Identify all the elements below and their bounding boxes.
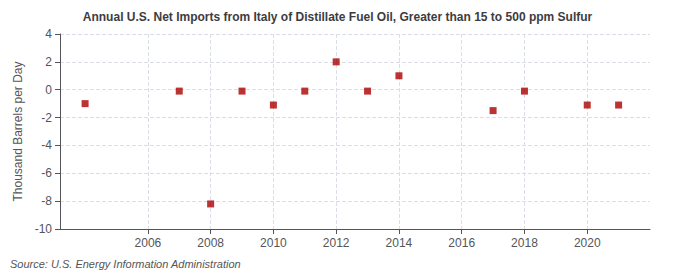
svg-text:4: 4: [45, 27, 52, 41]
svg-text:-10: -10: [35, 222, 53, 236]
svg-text:Source: U.S. Energy Informatio: Source: U.S. Energy Information Administ…: [10, 258, 241, 270]
svg-text:-8: -8: [41, 194, 52, 208]
svg-text:2: 2: [45, 55, 52, 69]
svg-text:Annual U.S. Net Imports from I: Annual U.S. Net Imports from Italy of Di…: [83, 10, 593, 24]
svg-text:-4: -4: [41, 138, 52, 152]
svg-text:2010: 2010: [260, 236, 287, 250]
svg-text:2014: 2014: [386, 236, 413, 250]
svg-text:2018: 2018: [511, 236, 538, 250]
svg-text:2006: 2006: [135, 236, 162, 250]
svg-text:2020: 2020: [574, 236, 601, 250]
svg-text:2016: 2016: [448, 236, 475, 250]
svg-text:-6: -6: [41, 166, 52, 180]
svg-text:-2: -2: [41, 111, 52, 125]
svg-text:Thousand Barrels per Day: Thousand Barrels per Day: [11, 61, 25, 201]
svg-text:2012: 2012: [323, 236, 350, 250]
svg-text:0: 0: [45, 83, 52, 97]
svg-text:2008: 2008: [197, 236, 224, 250]
